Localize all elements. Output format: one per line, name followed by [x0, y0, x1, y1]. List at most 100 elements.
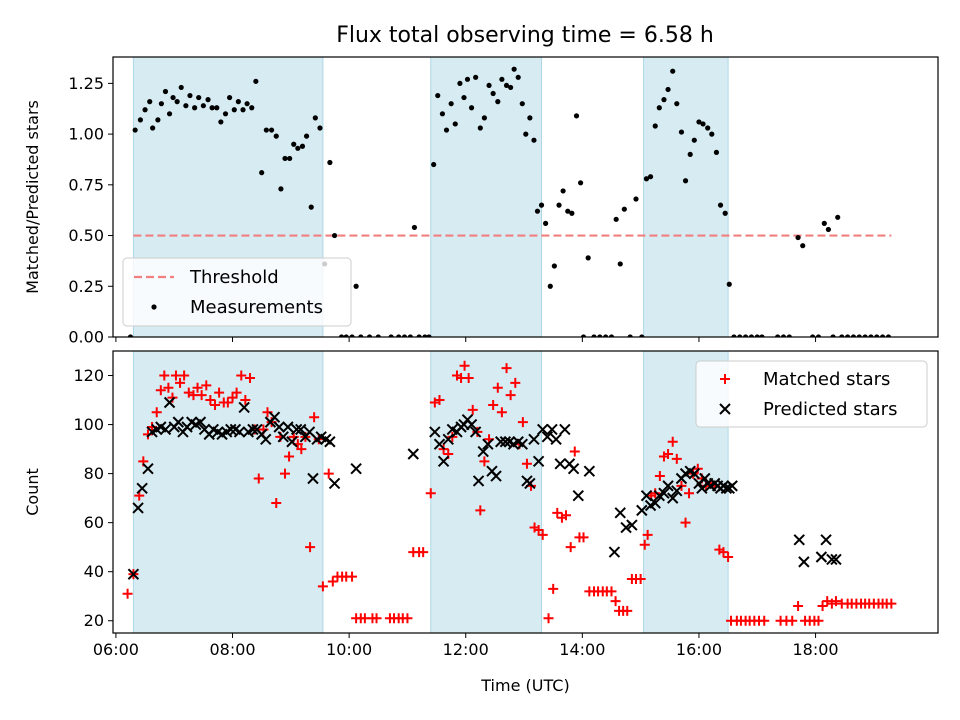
measurement-point	[573, 113, 580, 119]
matched-star-point	[475, 505, 486, 516]
measurement-point	[862, 334, 868, 337]
y-tick-label: 60	[84, 513, 104, 532]
measurement-point	[795, 234, 801, 241]
legend-matched-swatch	[720, 374, 730, 384]
measurement-point	[312, 115, 318, 121]
matched-star-point	[142, 429, 153, 440]
measurement-point	[835, 214, 841, 220]
legend-box	[122, 257, 352, 327]
y-tick-label: 1.00	[68, 125, 104, 144]
matched-star-point	[155, 385, 166, 396]
measurement-point	[473, 74, 479, 80]
predicted-star-point	[550, 433, 562, 445]
measurement-point	[268, 127, 275, 133]
measurement-point	[338, 334, 345, 337]
measurement-point	[150, 125, 156, 131]
y-tick-label: 100	[73, 415, 104, 434]
measurement-point	[560, 188, 566, 194]
measurement-point	[885, 334, 892, 337]
measurement-point	[222, 111, 229, 117]
measurement-point	[810, 334, 816, 337]
measurement-point	[682, 178, 689, 184]
matched-star-point	[159, 370, 170, 381]
measurement-point	[519, 101, 525, 107]
measurement-point	[754, 334, 760, 337]
predicted-star-point	[407, 448, 419, 460]
measurement-point	[411, 224, 418, 231]
measurement-point	[349, 334, 355, 337]
matched-star-point	[569, 446, 580, 457]
y-axis-label: Count	[23, 468, 42, 516]
measurement-point	[401, 334, 408, 337]
matched-star-point	[463, 372, 474, 383]
matched-star-point	[323, 468, 334, 479]
y-tick-label: 0.50	[68, 226, 104, 245]
measurement-point	[674, 101, 680, 107]
data-layer	[122, 360, 897, 626]
measurement-point	[845, 334, 851, 337]
predicted-star-point	[277, 431, 289, 443]
matched-star-point	[830, 596, 841, 607]
measurement-point	[621, 206, 627, 212]
shaded-interval	[430, 350, 543, 634]
matched-star-point	[192, 382, 203, 393]
predicted-star-point	[536, 423, 549, 436]
measurement-point	[343, 334, 349, 337]
matched-star-point	[317, 581, 328, 592]
measurement-point	[388, 334, 394, 337]
predicted-star-point	[194, 416, 207, 428]
shaded-interval	[132, 350, 324, 634]
matched-star-point	[501, 363, 512, 374]
y-axis-label: Matched/Predicted stars	[23, 100, 42, 294]
measurement-point	[705, 125, 711, 131]
matched-star-point	[793, 601, 804, 612]
predicted-star-point	[559, 423, 571, 436]
matched-star-point	[787, 615, 798, 626]
measurement-point	[700, 121, 706, 127]
predicted-star-point	[247, 423, 259, 436]
measurement-point	[670, 68, 676, 74]
matched-star-point	[205, 395, 216, 406]
measurement-point	[299, 143, 306, 149]
axes-frame	[112, 350, 939, 634]
ratio-panel: 0.00 0.25 0.50 0.75 1.00 1.25 Matched/Predicte…	[23, 56, 939, 347]
measurement-point	[192, 105, 198, 111]
matched-star-point	[418, 547, 429, 558]
measurement-point	[543, 220, 549, 226]
matched-star-point	[284, 451, 295, 462]
measurement-point	[678, 129, 685, 135]
measurement-point	[396, 334, 402, 337]
measurement-point	[617, 261, 623, 267]
measurement-point	[282, 155, 288, 162]
measurement-point	[585, 255, 591, 261]
measurement-point	[687, 151, 693, 157]
matched-star-point	[214, 387, 225, 398]
predicted-star-point	[465, 418, 478, 431]
measurement-point	[591, 334, 597, 337]
matched-star-point	[245, 372, 256, 383]
matched-star-point	[642, 529, 653, 540]
measurement-point	[627, 334, 633, 337]
matched-star-point	[253, 473, 264, 484]
measurement-point	[731, 334, 737, 337]
measurement-point	[259, 170, 265, 176]
predicted-star-point	[429, 426, 441, 438]
predicted-star-point	[826, 553, 838, 566]
predicted-star-point	[495, 436, 507, 448]
measurement-point	[291, 141, 297, 147]
measurement-point	[780, 334, 787, 337]
measurement-point	[375, 334, 381, 337]
predicted-star-point	[472, 475, 485, 487]
measurement-point	[227, 94, 233, 101]
measurement-point	[187, 92, 193, 99]
measurement-point	[240, 107, 246, 113]
matched-star-point	[296, 444, 307, 455]
measurement-point	[825, 226, 831, 233]
measurement-point	[422, 334, 428, 337]
predicted-star-point	[726, 480, 738, 492]
measurement-point	[696, 119, 702, 125]
measurement-point	[295, 145, 301, 151]
measurement-point	[477, 125, 483, 131]
matched-star-point	[561, 510, 572, 521]
matched-star-point	[492, 382, 503, 393]
